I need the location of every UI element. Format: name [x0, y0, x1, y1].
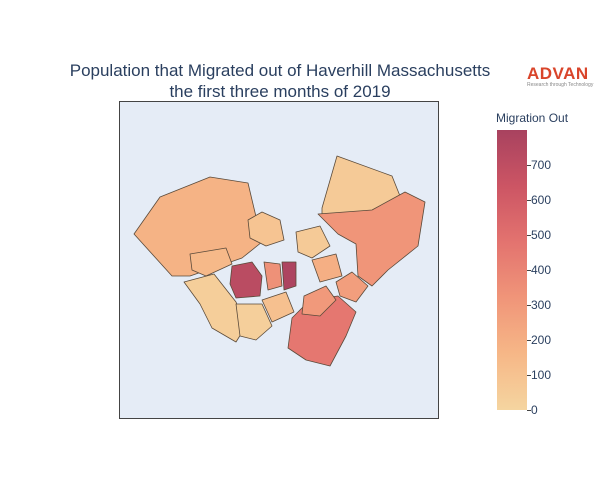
colorbar-tick-label: 300 [531, 298, 552, 312]
colorbar-tick-label: 200 [531, 333, 552, 347]
chart-title-line-2: the first three months of 2019 [169, 82, 391, 101]
colorbar-tick-mark [527, 200, 531, 201]
colorbar-tick-mark [527, 165, 531, 166]
census-tract-inner-1[interactable] [247, 211, 285, 247]
colorbar [497, 130, 527, 410]
logo-brand: ADVAN [527, 64, 589, 83]
colorbar-tick-label: 400 [531, 263, 552, 277]
colorbar-tick-label: 0 [531, 403, 538, 417]
census-tract-east[interactable] [317, 191, 426, 287]
colorbar-tick-mark [527, 375, 531, 376]
census-tract-inner-4[interactable] [295, 225, 331, 259]
advan-logo: ADVAN Research through Technology [527, 65, 595, 89]
colorbar-tick-mark [527, 340, 531, 341]
census-tract-inner-5[interactable] [261, 291, 295, 323]
colorbar-tick-mark [527, 305, 531, 306]
colorbar-tick-mark [527, 410, 531, 411]
census-tract-inner-2[interactable] [189, 247, 233, 277]
census-tract-inner-8[interactable] [311, 253, 343, 283]
colorbar-tick-label: 600 [531, 193, 552, 207]
colorbar-tick-label: 700 [531, 158, 552, 172]
census-tract-inner-6[interactable] [263, 261, 283, 291]
census-tract-inner-3[interactable] [335, 271, 369, 303]
census-tract-inner-7[interactable] [235, 303, 273, 341]
census-tract-center-west[interactable] [229, 261, 263, 299]
census-tract-center[interactable] [281, 261, 297, 291]
colorbar-tick-mark [527, 270, 531, 271]
colorbar-tick-mark [527, 235, 531, 236]
census-tract-center-south[interactable] [301, 285, 337, 317]
colorbar-tick-label: 100 [531, 368, 552, 382]
colorbar-title: Migration Out [496, 111, 569, 125]
logo-tagline: Research through Technology [527, 82, 594, 88]
chart-title-line-1: Population that Migrated out of Haverhil… [69, 61, 491, 80]
colorbar-tick-label: 500 [531, 228, 552, 242]
